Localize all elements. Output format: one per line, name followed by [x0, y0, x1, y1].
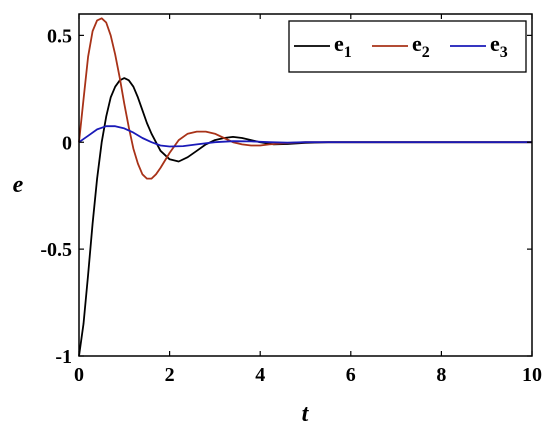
x-tick-label: 10 — [522, 364, 542, 386]
y-tick-label: -0.5 — [40, 239, 72, 261]
y-tick-label: 0 — [62, 132, 72, 154]
series-layer — [78, 17, 532, 357]
tick-labels-layer: 0 2 4 6 8 10 -1 -0.5 0 0.5 — [40, 25, 542, 386]
x-tick-label: 6 — [346, 364, 356, 386]
series-line-3 — [78, 125, 532, 148]
x-tick-label: 4 — [255, 364, 265, 386]
y-tick-label: 0.5 — [47, 25, 72, 47]
legend-subscript-3: 3 — [500, 44, 508, 61]
ticks-layer — [78, 14, 533, 357]
legend-subscript-1: 1 — [344, 44, 352, 61]
x-tick-label: 2 — [165, 364, 175, 386]
x-tick-label: 8 — [436, 364, 446, 386]
legend: e1 e2 e3 — [288, 20, 527, 73]
x-tick-label: 0 — [74, 364, 84, 386]
plot-frame — [78, 13, 533, 357]
legend-subscript-2: 2 — [422, 44, 430, 61]
y-axis-label: e — [13, 172, 24, 198]
x-axis-label: t — [302, 401, 310, 427]
y-tick-label: -1 — [55, 346, 72, 368]
